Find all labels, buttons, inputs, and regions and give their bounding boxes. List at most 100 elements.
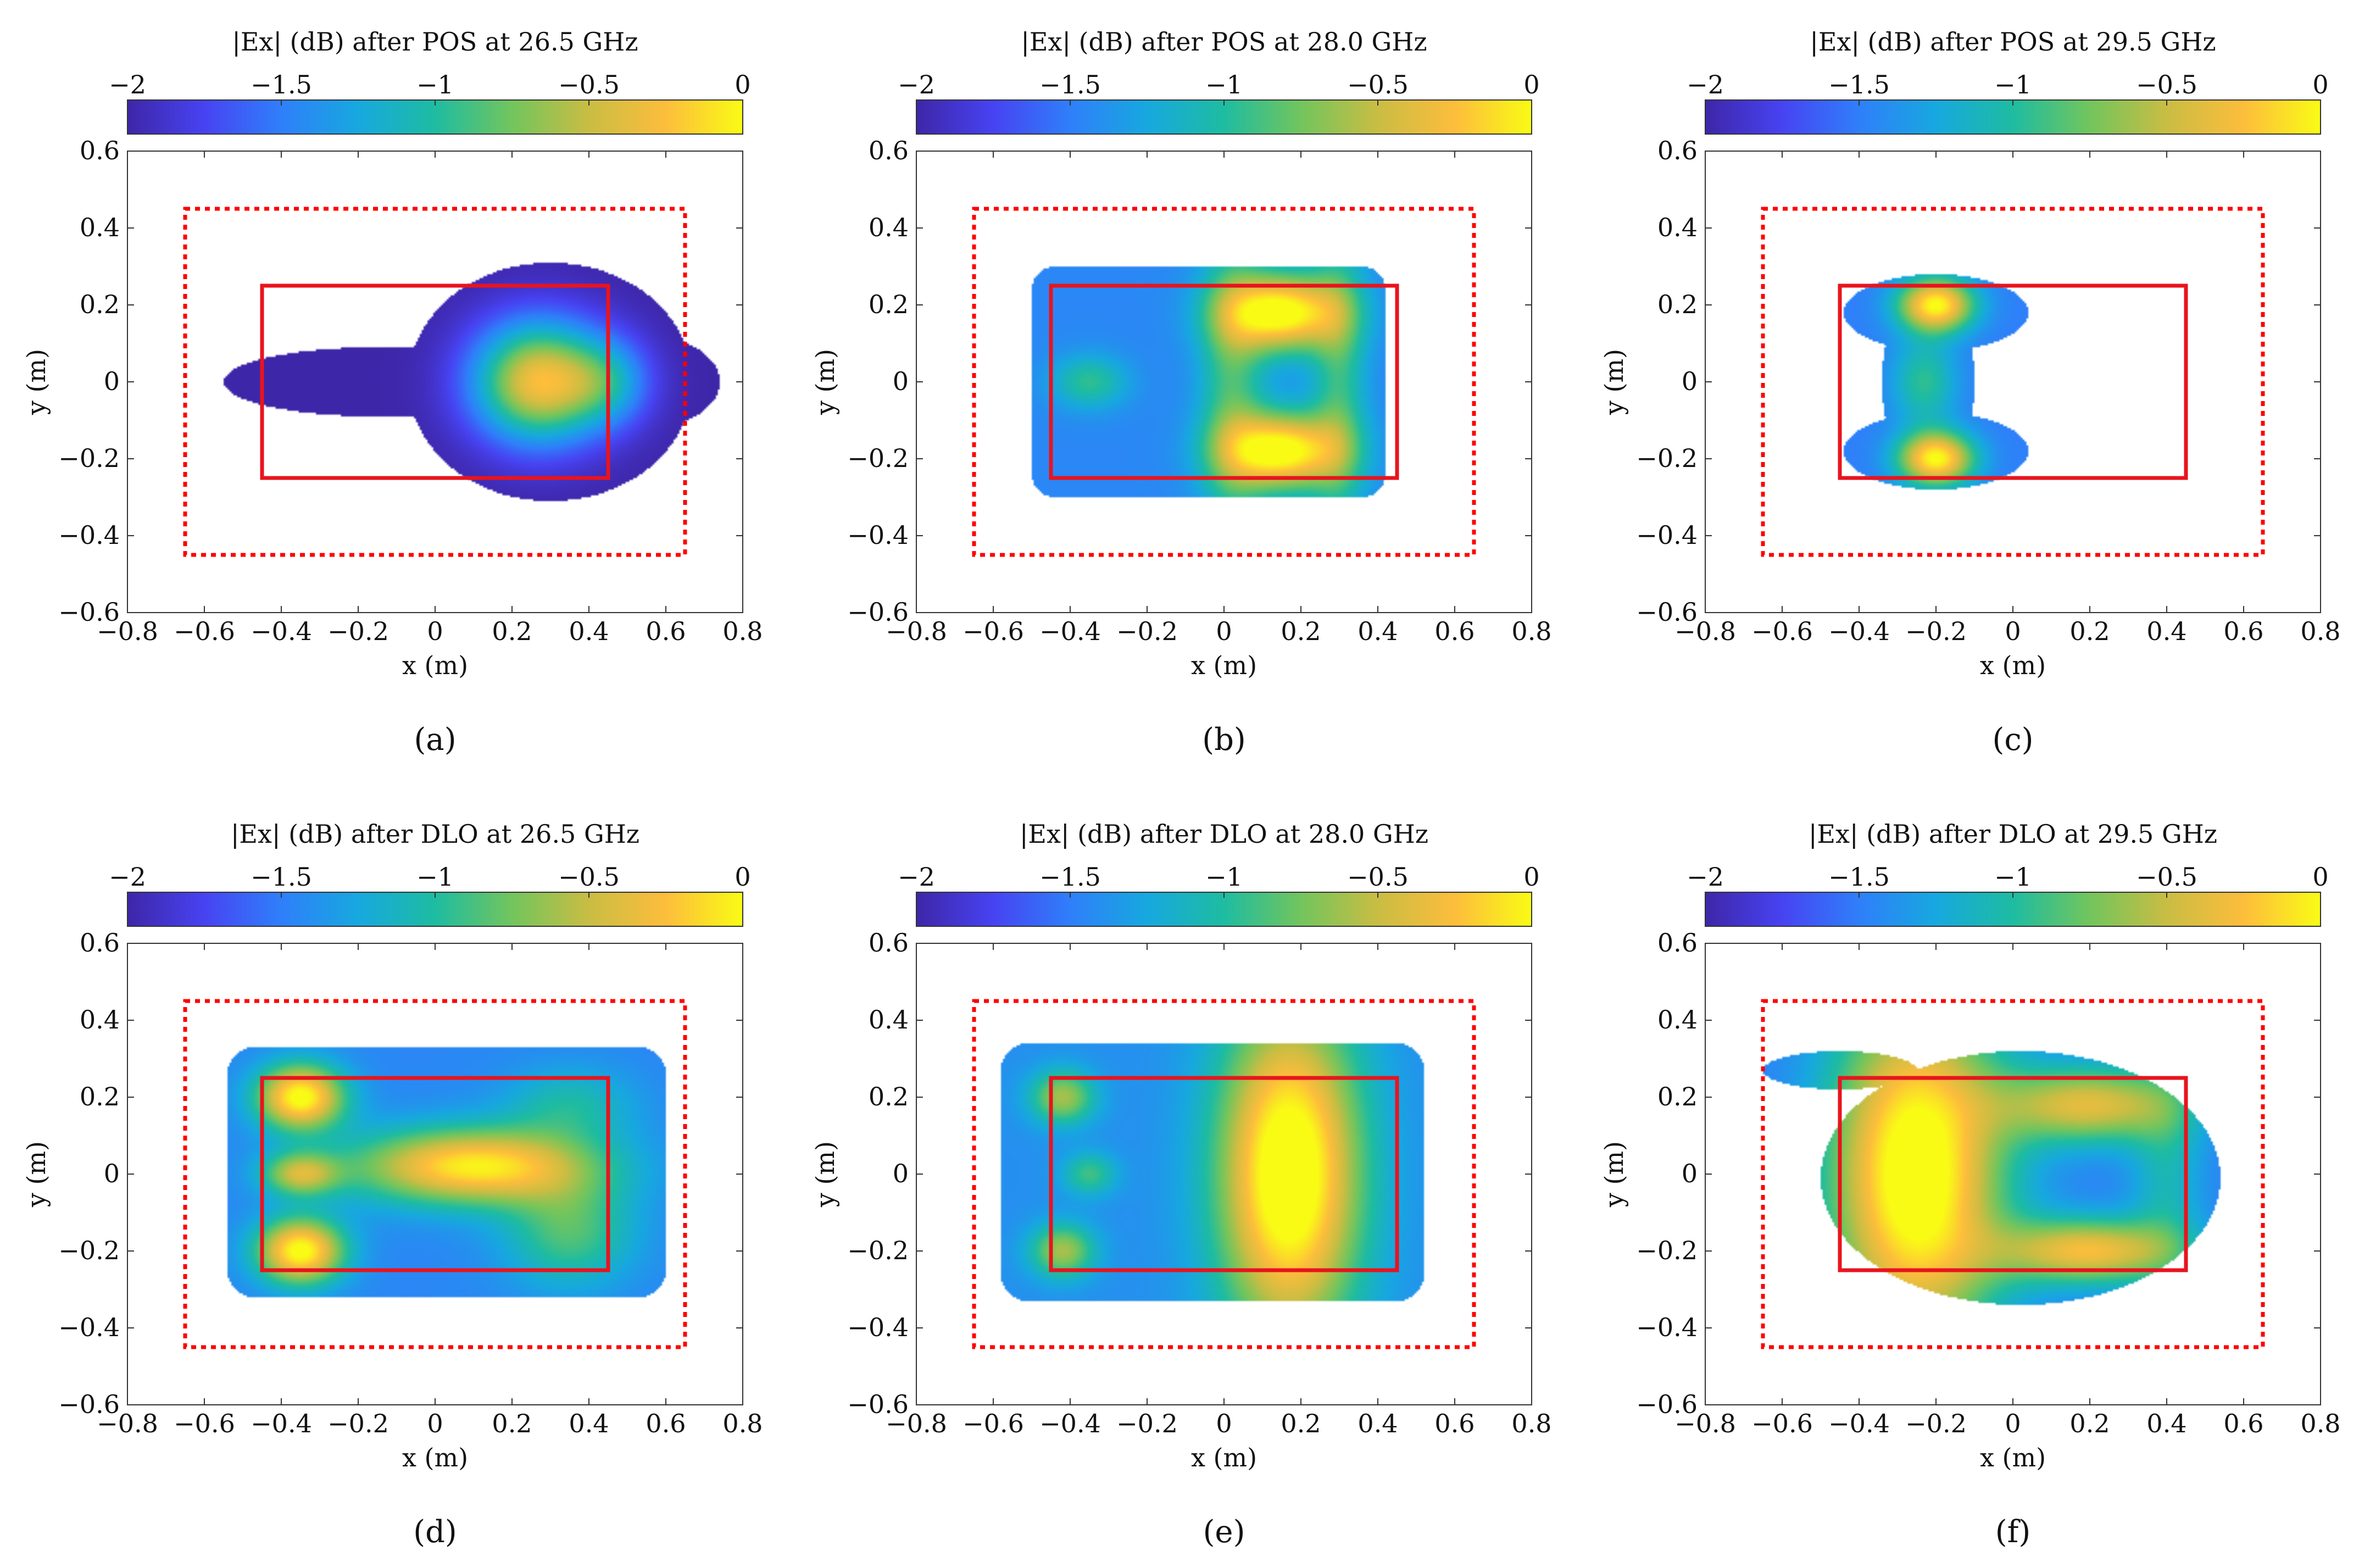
field-heatmap [1705, 151, 2321, 613]
x-tick-label: 0.6 [1434, 616, 1475, 646]
x-tick-label: −0.2 [1905, 616, 1967, 646]
y-tick-label: −0.4 [1636, 520, 1698, 550]
x-tick-label: 0.8 [722, 1409, 763, 1438]
x-tick-label: 0 [427, 1409, 443, 1438]
y-axis-label: y (m) [21, 349, 51, 415]
chart-title: |Ex| (dB) after POS at 29.5 GHz [1810, 27, 2216, 57]
y-axis-label: y (m) [1599, 349, 1629, 415]
y-tick-label: 0 [1682, 1159, 1698, 1188]
chart-panel: |Ex| (dB) after POS at 28.0 GHz −2 −1.5 −1 −… [810, 27, 1552, 758]
outer-region-dotted [183, 999, 687, 1349]
colorbar-tick-label: −1.5 [251, 862, 312, 892]
chart-panel: |Ex| (dB) after POS at 26.5 GHz −2 −1.5 −1 −… [21, 27, 763, 758]
colorbar-tick-label: −1.5 [1828, 70, 1890, 99]
x-tick-label: −0.8 [1674, 1409, 1736, 1438]
x-tick-label: 0.4 [1357, 616, 1398, 646]
x-tick-label: −0.2 [1905, 1409, 1967, 1438]
x-tick-label: −0.4 [1828, 616, 1890, 646]
chart-title: |Ex| (dB) after DLO at 28.0 GHz [1020, 819, 1428, 849]
x-tick-label: 0.8 [2300, 616, 2340, 646]
field-heatmap [1705, 943, 2321, 1405]
colorbar-tick-label: −0.5 [2136, 862, 2197, 892]
chart-panel: |Ex| (dB) after POS at 29.5 GHz −2 −1.5 −1 −… [1599, 27, 2341, 758]
x-tick-label: −0.8 [97, 1409, 158, 1438]
y-tick-label: −0.4 [847, 1313, 909, 1342]
y-tick-label: −0.6 [58, 1389, 120, 1419]
field-heatmap [127, 943, 743, 1405]
chart-panel: |Ex| (dB) after DLO at 29.5 GHz −2 −1.5 −1 −… [1599, 819, 2341, 1550]
colorbar-tick-label: 0 [735, 70, 750, 99]
colorbar-tick-label: −0.5 [558, 70, 620, 99]
colorbar-tick-label: −1.5 [1039, 862, 1101, 892]
colorbar-tick-label: −1 [416, 70, 454, 99]
y-tick-label: 0 [893, 1159, 909, 1188]
y-axis-label: y (m) [810, 349, 840, 415]
x-tick-label: 0.8 [2300, 1409, 2340, 1438]
x-tick-label: −0.8 [97, 616, 158, 646]
inner-region-solid [260, 1076, 610, 1272]
x-tick-label: 0.6 [1434, 1409, 1475, 1438]
y-tick-label: 0 [104, 1159, 120, 1188]
x-tick-label: −0.4 [1828, 1409, 1890, 1438]
y-tick-label: 0.4 [869, 213, 909, 242]
y-tick-label: 0 [893, 366, 909, 396]
x-tick-label: −0.6 [1751, 616, 1813, 646]
x-tick-label: −0.8 [1674, 616, 1736, 646]
colorbar-tick-label: 0 [1523, 70, 1539, 99]
x-tick-label: 0.2 [1281, 616, 1321, 646]
x-tick-label: 0.8 [722, 616, 763, 646]
colorbar-tick-label: −0.5 [1347, 862, 1409, 892]
colorbar-tick-label: 0 [1523, 862, 1539, 892]
colorbar-tick-label: 0 [735, 862, 750, 892]
x-axis-label: x (m) [1191, 1443, 1257, 1472]
chart-title: |Ex| (dB) after POS at 28.0 GHz [1021, 27, 1427, 57]
colorbar-tick-label: −1.5 [251, 70, 312, 99]
y-tick-label: 0.6 [1657, 136, 1698, 165]
colorbar [127, 892, 743, 927]
inner-region-solid [260, 283, 610, 480]
x-tick-label: 0 [427, 616, 443, 646]
colorbar-tick-label: −0.5 [558, 862, 620, 892]
y-tick-label: 0.2 [869, 290, 909, 319]
y-tick-label: 0.2 [80, 290, 120, 319]
inner-region-solid [1838, 283, 2188, 480]
x-tick-label: 0.2 [492, 1409, 532, 1438]
x-tick-label: 0.2 [2069, 1409, 2110, 1438]
x-tick-label: −0.4 [1039, 616, 1101, 646]
colorbar [127, 99, 743, 135]
chart-panel: |Ex| (dB) after DLO at 26.5 GHz −2 −1.5 −1 −… [21, 819, 763, 1550]
colorbar-tick-label: −0.5 [1347, 70, 1409, 99]
colorbar-tick-label: −2 [109, 70, 146, 99]
y-tick-label: 0 [104, 366, 120, 396]
y-tick-label: −0.2 [58, 1236, 120, 1265]
x-tick-label: 0 [1216, 616, 1232, 646]
y-tick-label: 0.6 [1657, 928, 1698, 958]
y-tick-label: −0.2 [847, 1236, 909, 1265]
y-axis-label: y (m) [1599, 1141, 1629, 1208]
y-tick-label: −0.2 [1636, 443, 1698, 473]
panel-label: (e) [1203, 1514, 1245, 1550]
y-tick-label: 0.4 [1657, 213, 1698, 242]
x-tick-label: 0.4 [2146, 1409, 2186, 1438]
x-tick-label: 0.2 [492, 616, 532, 646]
y-tick-label: 0.4 [1657, 1005, 1698, 1035]
y-tick-label: 0.2 [1657, 1082, 1698, 1111]
y-tick-label: 0.2 [1657, 290, 1698, 319]
y-tick-label: 0.2 [869, 1082, 909, 1111]
colorbar-tick-label: −2 [1687, 70, 1724, 99]
field-heatmap [127, 151, 743, 613]
y-tick-label: 0.4 [80, 1005, 120, 1035]
x-tick-label: −0.2 [327, 1409, 389, 1438]
y-axis-label: y (m) [810, 1141, 840, 1208]
inner-region-solid [1049, 283, 1399, 480]
outer-region-dotted [1761, 207, 2265, 557]
outer-region-dotted [972, 999, 1476, 1349]
chart-title: |Ex| (dB) after POS at 26.5 GHz [232, 27, 638, 57]
panel-label: (f) [1995, 1514, 2030, 1550]
x-tick-label: −0.6 [962, 1409, 1024, 1438]
panel-label: (d) [413, 1514, 457, 1550]
colorbar-tick-label: −1.5 [1039, 70, 1101, 99]
colorbar-tick-label: −1.5 [1828, 862, 1890, 892]
x-tick-label: 0.6 [2223, 616, 2263, 646]
